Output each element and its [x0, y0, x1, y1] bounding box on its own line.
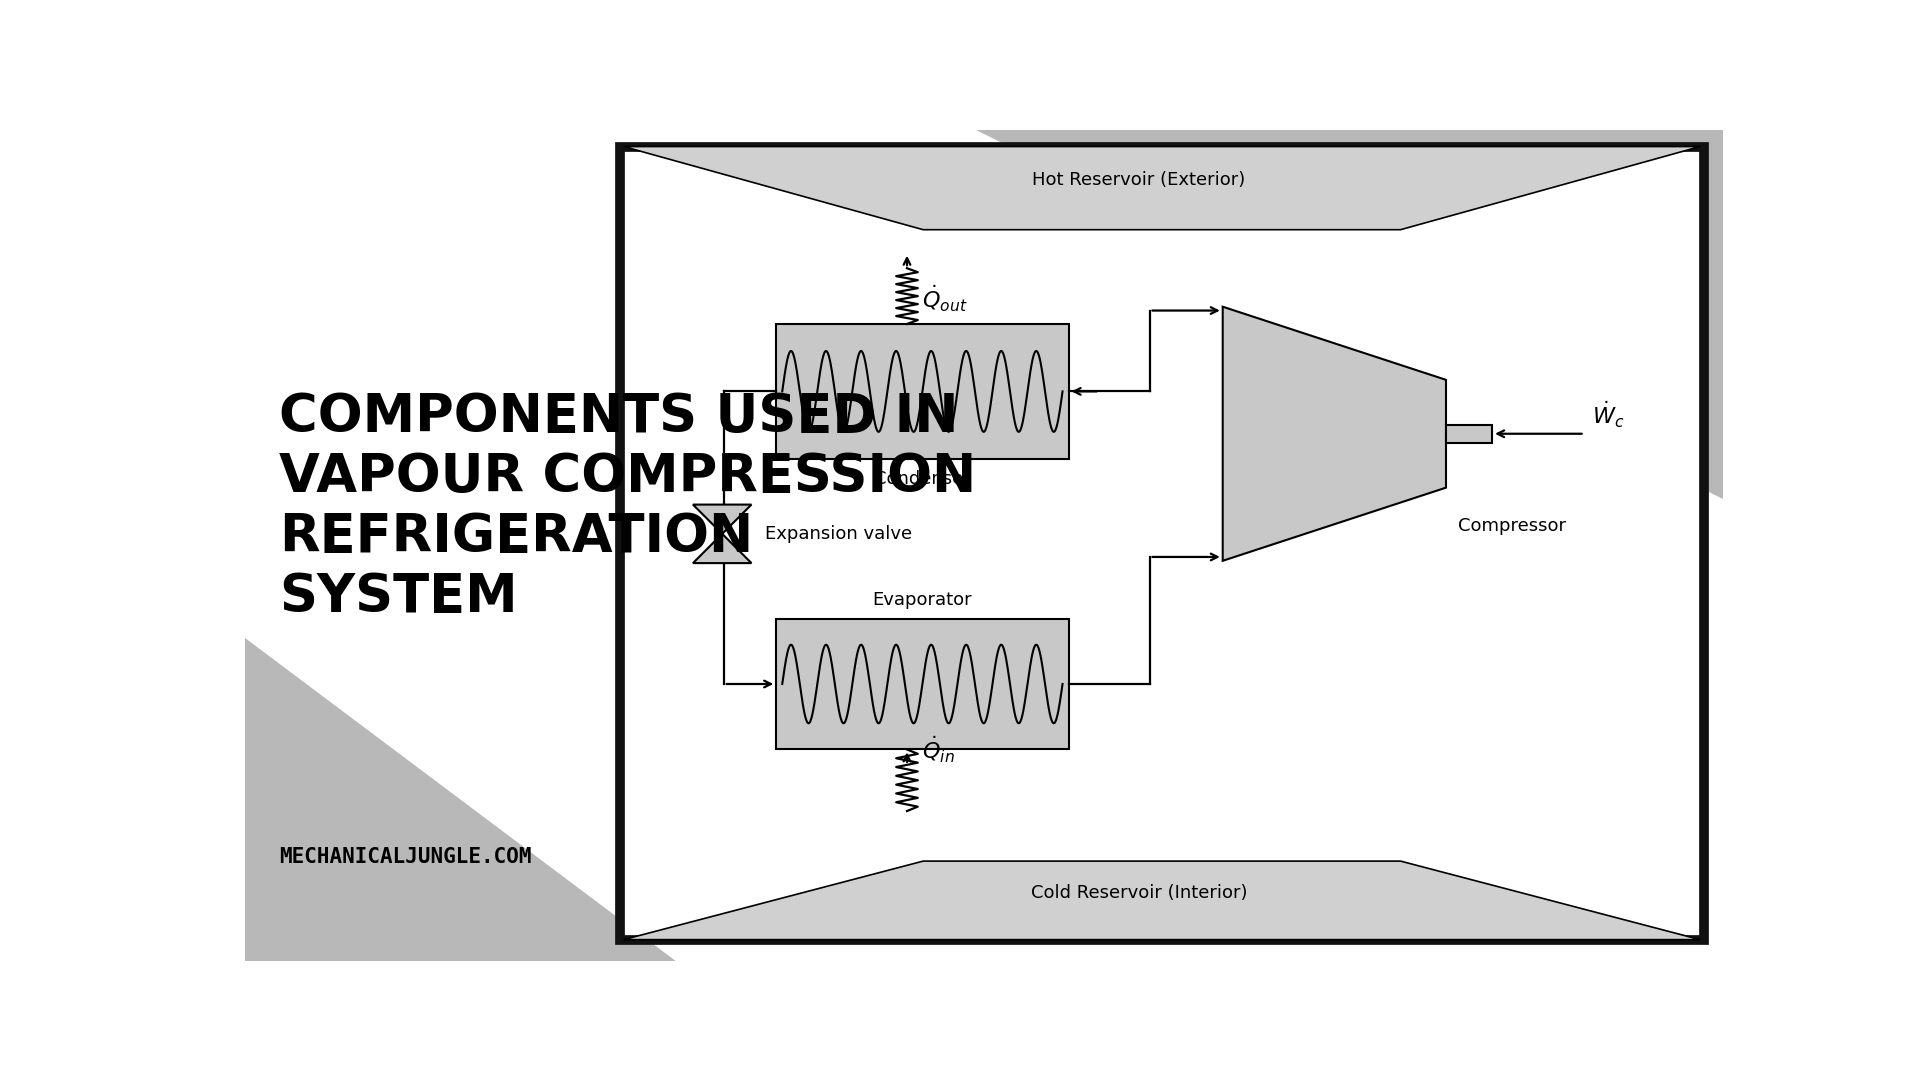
Polygon shape	[624, 147, 1699, 230]
Polygon shape	[693, 504, 751, 534]
Polygon shape	[246, 638, 676, 961]
Polygon shape	[975, 130, 1722, 499]
Text: Compressor: Compressor	[1457, 517, 1565, 536]
Polygon shape	[1223, 307, 1446, 561]
Text: $\dot{Q}_{in}$: $\dot{Q}_{in}$	[922, 734, 956, 765]
Text: Evaporator: Evaporator	[872, 592, 972, 609]
Bar	[776, 324, 1069, 459]
Text: MECHANICALJUNGLE.COM: MECHANICALJUNGLE.COM	[280, 847, 532, 867]
Text: $\dot{W}_c$: $\dot{W}_c$	[1592, 400, 1624, 430]
Polygon shape	[624, 861, 1699, 940]
Text: Expansion valve: Expansion valve	[764, 525, 912, 543]
Bar	[1446, 424, 1492, 443]
Text: $\dot{Q}_{out}$: $\dot{Q}_{out}$	[922, 284, 968, 314]
Polygon shape	[693, 534, 751, 563]
Text: Condenser: Condenser	[874, 470, 972, 488]
Bar	[620, 147, 1703, 940]
Text: Cold Reservoir (Interior): Cold Reservoir (Interior)	[1031, 883, 1246, 902]
Text: Hot Reservoir (Exterior): Hot Reservoir (Exterior)	[1033, 172, 1246, 189]
Text: COMPONENTS USED IN
VAPOUR COMPRESSION
REFRIGERATION
SYSTEM: COMPONENTS USED IN VAPOUR COMPRESSION RE…	[280, 391, 977, 623]
Bar	[776, 619, 1069, 750]
